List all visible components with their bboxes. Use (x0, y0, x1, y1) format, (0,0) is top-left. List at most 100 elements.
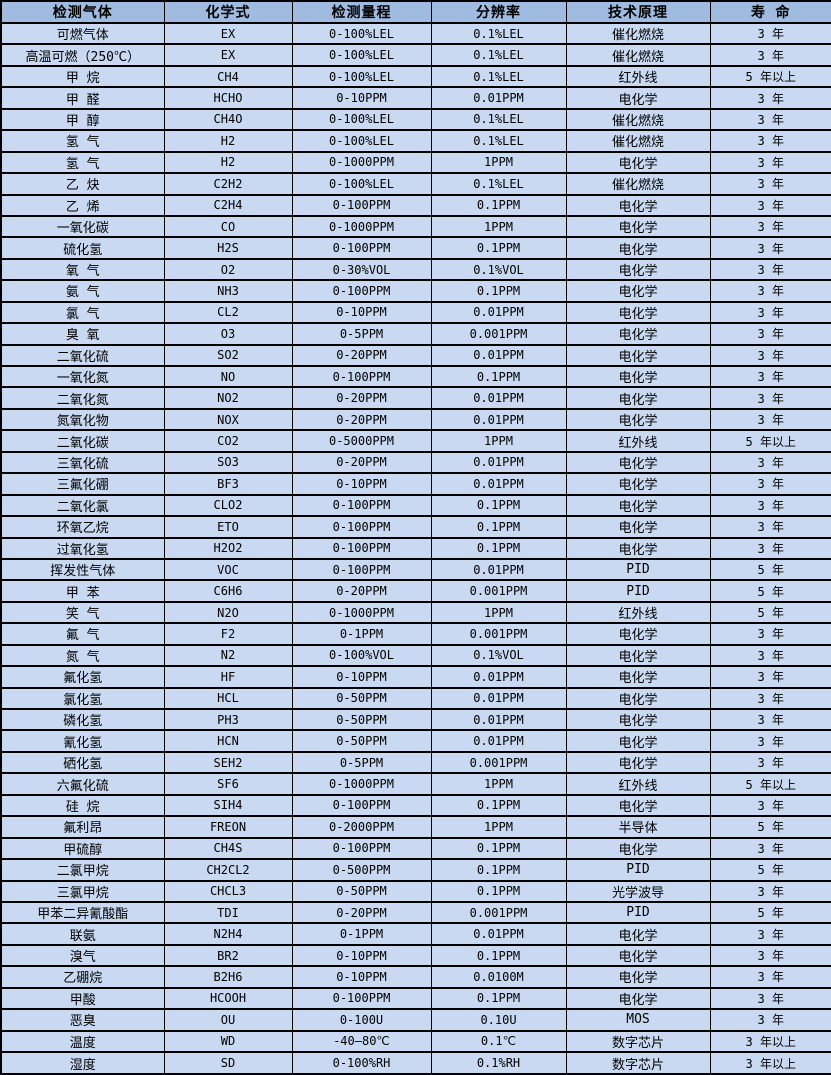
cell-range: -40—80℃ (291, 1029, 432, 1054)
table-row: 氧 气 O2 0-30%VOL 0.1%VOL 电化学 3 年 (0, 257, 831, 282)
cell-range: 0-10PPM (291, 965, 432, 989)
cell-resolution: 0.01PPM (430, 407, 567, 432)
cell-formula: F2 (163, 622, 293, 646)
table-row: 二氧化硫 SO2 0-20PPM 0.01PPM 电化学 3 年 (0, 343, 831, 368)
cell-resolution: 0.01PPM (430, 472, 567, 496)
cell-life: 5 年 (709, 600, 831, 625)
cell-gas: 三氧化硫 (0, 450, 165, 475)
cell-formula: HCN (163, 729, 293, 753)
cell-principle: 红外线 (565, 64, 711, 89)
cell-range: 0-100PPM (291, 515, 432, 539)
cell-range: 0-5PPM (291, 322, 432, 346)
table-row: 温度 WD -40—80℃ 0.1℃ 数字芯片 3 年以上 (0, 1029, 831, 1054)
cell-gas: 二氧化氯 (0, 493, 165, 518)
table-row: 环氧乙烷 ETO 0-100PPM 0.1PPM 电化学 3 年 (0, 515, 831, 539)
cell-principle: 电化学 (565, 472, 711, 496)
table-row: 挥发性气体 VOC 0-100PPM 0.01PPM PID 5 年 (0, 557, 831, 582)
table-row: 磷化氢 PH3 0-50PPM 0.01PPM 电化学 3 年 (0, 707, 831, 732)
cell-life: 3 年 (709, 493, 831, 518)
cell-life: 5 年 (709, 858, 831, 882)
cell-resolution: 0.1%LEL (430, 43, 567, 67)
cell-resolution: 0.1PPM (430, 515, 567, 539)
cell-range: 0-1000PPM (291, 600, 432, 625)
cell-range: 0-50PPM (291, 686, 432, 711)
table-row: 三氯甲烷 CHCL3 0-50PPM 0.1PPM 光学波导 3 年 (0, 879, 831, 903)
cell-gas: 恶臭 (0, 1008, 165, 1032)
cell-principle: PID (565, 557, 711, 582)
cell-principle: 电化学 (565, 300, 711, 325)
cell-resolution: 0.1%LEL (430, 64, 567, 89)
cell-resolution: 0.001PPM (430, 322, 567, 346)
cell-life: 3 年 (709, 214, 831, 239)
cell-life: 3 年 (709, 129, 831, 153)
table-row: 过氧化氢 H2O2 0-100PPM 0.1PPM 电化学 3 年 (0, 536, 831, 560)
table-row: 三氟化硼 BF3 0-10PPM 0.01PPM 电化学 3 年 (0, 472, 831, 496)
table-row: 乙 烯 C2H4 0-100PPM 0.1PPM 电化学 3 年 (0, 193, 831, 217)
cell-life: 5 年 (709, 557, 831, 582)
cell-range: 0-50PPM (291, 879, 432, 903)
table-row: 氢 气 H2 0-100%LEL 0.1%LEL 催化燃烧 3 年 (0, 129, 831, 153)
cell-formula: CH4O (163, 107, 293, 132)
cell-principle: PID (565, 858, 711, 882)
cell-principle: 电化学 (565, 536, 711, 560)
cell-range: 0-100%LEL (291, 64, 432, 89)
cell-principle: 电化学 (565, 279, 711, 303)
cell-range: 0-5000PPM (291, 429, 432, 453)
cell-gas: 挥发性气体 (0, 557, 165, 582)
cell-range: 0-20PPM (291, 579, 432, 603)
cell-life: 3 年 (709, 21, 831, 46)
cell-formula: SF6 (163, 772, 293, 796)
cell-formula: VOC (163, 557, 293, 582)
cell-formula: CO (163, 214, 293, 239)
cell-formula: SO2 (163, 343, 293, 368)
cell-formula: SO3 (163, 450, 293, 475)
cell-principle: 电化学 (565, 322, 711, 346)
cell-range: 0-100PPM (291, 557, 432, 582)
cell-range: 0-1000PPM (291, 772, 432, 796)
cell-gas: 一氧化氮 (0, 364, 165, 389)
cell-principle: 催化燃烧 (565, 129, 711, 153)
cell-life: 3 年 (709, 943, 831, 968)
cell-principle: 电化学 (565, 214, 711, 239)
cell-formula: CL2 (163, 300, 293, 325)
table-row: 臭 氧 O3 0-5PPM 0.001PPM 电化学 3 年 (0, 322, 831, 346)
cell-principle: 电化学 (565, 364, 711, 389)
cell-formula: CH4 (163, 64, 293, 89)
cell-formula: N2H4 (163, 922, 293, 946)
cell-formula: CH4S (163, 836, 293, 861)
table-row: 氟利昂 FREON 0-2000PPM 1PPM 半导体 5 年 (0, 815, 831, 839)
cell-range: 0-50PPM (291, 707, 432, 732)
cell-gas: 氟化氢 (0, 665, 165, 689)
cell-principle: PID (565, 900, 711, 925)
cell-resolution: 0.01PPM (430, 86, 567, 110)
table-row: 氰化氢 HCN 0-50PPM 0.01PPM 电化学 3 年 (0, 729, 831, 753)
cell-resolution: 0.1PPM (430, 536, 567, 560)
cell-gas: 氢 气 (0, 150, 165, 175)
cell-gas: 一氧化碳 (0, 214, 165, 239)
cell-life: 5 年 (709, 900, 831, 925)
table-row: 氢 气 H2 0-1000PPM 1PPM 电化学 3 年 (0, 150, 831, 175)
cell-resolution: 0.1PPM (430, 943, 567, 968)
cell-range: 0-1000PPM (291, 214, 432, 239)
table-row: 湿度 SD 0-100%RH 0.1%RH 数字芯片 3 年以上 (0, 1051, 831, 1075)
cell-gas: 六氟化硫 (0, 772, 165, 796)
cell-range: 0-100PPM (291, 793, 432, 818)
cell-range: 0-1000PPM (291, 150, 432, 175)
cell-life: 3 年 (709, 407, 831, 432)
cell-gas: 氮氧化物 (0, 407, 165, 432)
table-row: 一氧化氮 NO 0-100PPM 0.1PPM 电化学 3 年 (0, 364, 831, 389)
cell-formula: B2H6 (163, 965, 293, 989)
table-row: 甲 醇 CH4O 0-100%LEL 0.1%LEL 催化燃烧 3 年 (0, 107, 831, 132)
cell-range: 0-100PPM (291, 836, 432, 861)
cell-principle: 电化学 (565, 729, 711, 753)
cell-gas: 可燃气体 (0, 21, 165, 46)
table-row: 氮氧化物 NOX 0-20PPM 0.01PPM 电化学 3 年 (0, 407, 831, 432)
cell-resolution: 1PPM (430, 600, 567, 625)
cell-resolution: 0.01PPM (430, 343, 567, 368)
cell-principle: PID (565, 579, 711, 603)
cell-life: 3 年 (709, 686, 831, 711)
cell-resolution: 1PPM (430, 214, 567, 239)
cell-gas: 氟利昂 (0, 815, 165, 839)
cell-life: 5 年以上 (709, 772, 831, 796)
cell-life: 5 年 (709, 579, 831, 603)
